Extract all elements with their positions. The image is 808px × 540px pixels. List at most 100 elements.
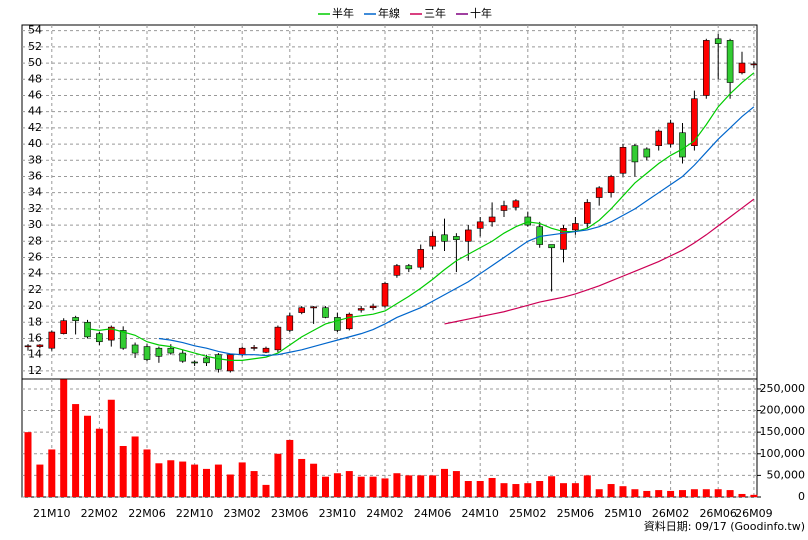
candle-body	[227, 354, 234, 372]
volume-bar	[357, 476, 365, 497]
candle-body	[750, 63, 758, 66]
volume-bar	[60, 379, 68, 497]
y-tick-label: 38	[28, 153, 42, 166]
volume-bar	[452, 471, 460, 497]
volume-bar	[738, 493, 746, 497]
candle-body	[405, 265, 413, 270]
volume-bar	[322, 476, 329, 497]
volume-bar	[214, 464, 222, 497]
candle-body	[607, 176, 615, 193]
x-tick-label: 25M06	[557, 507, 595, 520]
candle-body	[726, 40, 734, 83]
y-tick-label: 36	[28, 169, 42, 182]
y-tick-label: 54	[28, 24, 42, 37]
candle-body	[96, 333, 103, 343]
x-tick-label: 24M10	[461, 507, 499, 520]
volume-bar	[619, 486, 627, 497]
candle-body	[441, 234, 448, 242]
y-tick-label: 50	[28, 56, 42, 69]
candle-body	[702, 40, 710, 96]
y-tick-label: 14	[28, 348, 42, 361]
candle-body	[72, 317, 79, 321]
volume-bar	[583, 475, 591, 497]
y-tick-label: 22	[28, 283, 42, 296]
volume-bar	[607, 484, 615, 497]
volume-bar	[595, 489, 603, 497]
candle-body	[560, 228, 567, 250]
candle-body	[595, 187, 603, 198]
candle-body	[417, 249, 425, 268]
x-tick-label: 26M09	[735, 507, 773, 520]
candle-body	[500, 205, 508, 211]
candle-body	[369, 305, 377, 309]
footer: 資料日期: 09/17 (Goodinfo.tw)	[644, 519, 805, 533]
volume-bar	[107, 399, 115, 497]
candle-body	[381, 283, 389, 307]
x-tick-label: 23M06	[271, 507, 309, 520]
x-tick-label: 22M02	[81, 507, 119, 520]
volume-bar	[631, 489, 639, 497]
volume-bar	[679, 490, 686, 497]
volume-bar	[203, 468, 210, 497]
x-tick-label: 23M10	[319, 507, 357, 520]
volume-bar	[714, 489, 722, 497]
y-tick-label: 48	[28, 72, 42, 85]
volume-bar	[536, 481, 544, 497]
volume-bar	[310, 463, 318, 497]
volume-bar	[131, 436, 139, 497]
volume-bar	[667, 490, 675, 497]
x-tick-label: 26M06	[699, 507, 737, 520]
candle-body	[250, 347, 258, 349]
candle-body	[36, 344, 44, 347]
candle-body	[108, 326, 115, 341]
volume-bar	[369, 476, 377, 497]
candle-body	[667, 122, 674, 145]
volume-bar	[333, 473, 341, 497]
ma-line	[158, 106, 755, 357]
volume-bar	[274, 453, 282, 497]
candle-body	[619, 147, 627, 174]
candle-body	[48, 331, 56, 349]
volume-bar	[750, 494, 758, 497]
volume-bar	[250, 471, 258, 497]
candle-body	[274, 326, 282, 351]
candle-body	[191, 361, 198, 364]
volume-bar	[441, 468, 448, 497]
volume-bar	[571, 483, 579, 497]
volume-bar	[155, 463, 163, 497]
volume-bar	[143, 449, 151, 497]
legend-label: 年線	[378, 6, 400, 20]
x-tick-label: 26M02	[652, 507, 690, 520]
volume-bar	[298, 458, 306, 497]
volume-bar	[643, 490, 651, 497]
volume-bar	[238, 462, 246, 497]
y-tick-label: 42	[28, 121, 42, 134]
legend-label: 十年	[470, 6, 492, 20]
candle-body	[119, 330, 127, 349]
candle-body	[464, 229, 472, 242]
candle-body	[334, 317, 341, 331]
y-tick-label: 20	[28, 299, 42, 312]
volume-bar	[286, 439, 294, 497]
volume-bar	[512, 484, 520, 497]
candle-body	[655, 130, 663, 147]
volume-bar	[655, 490, 663, 497]
candle-body	[643, 148, 651, 158]
volume-bar	[179, 461, 187, 497]
volume-bar	[500, 483, 508, 497]
legend-label: 半年	[332, 6, 354, 20]
volume-bar	[548, 476, 556, 497]
volume-bar	[476, 481, 484, 497]
candle-body	[238, 347, 246, 355]
candle-body	[572, 223, 579, 231]
volume-bar	[690, 489, 698, 497]
x-tick-label: 25M10	[604, 507, 642, 520]
candle-body	[548, 244, 555, 249]
y-tick-label: 32	[28, 202, 42, 215]
volume-bar	[464, 481, 472, 497]
volume-bar	[381, 478, 389, 497]
y-tick-label: 34	[28, 186, 42, 199]
y-tick-label: 44	[28, 105, 42, 118]
candle-body	[714, 38, 722, 44]
candle-body	[24, 345, 32, 348]
